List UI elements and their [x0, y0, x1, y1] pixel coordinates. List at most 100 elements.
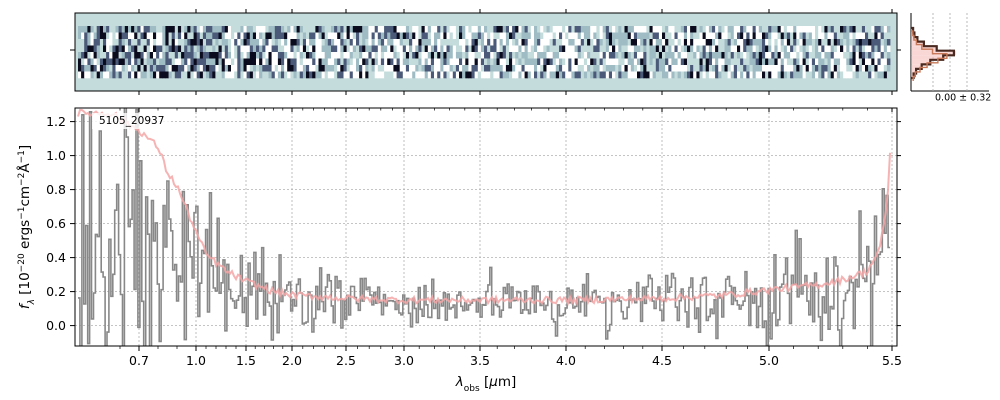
heatmap-cell [356, 39, 360, 46]
heatmap-cell [758, 71, 763, 79]
heatmap-cell [883, 65, 888, 72]
heatmap-cell [868, 71, 872, 79]
heatmap-cell [815, 58, 819, 66]
heatmap-cell [737, 65, 741, 72]
heatmap-cell [615, 52, 619, 59]
heatmap-cell [430, 65, 435, 72]
y-tick-label: 0.0 [46, 318, 66, 333]
heatmap-cell [883, 58, 888, 66]
heatmap-cell [602, 58, 607, 66]
heatmap-cell [858, 26, 863, 33]
heatmap-cell [209, 32, 213, 40]
heatmap-cell [786, 65, 791, 72]
heatmap-cell [377, 32, 382, 40]
heatmap-cell [306, 58, 310, 66]
heatmap-cell [774, 65, 778, 72]
heatmap-cell [771, 45, 775, 53]
heatmap-cell [883, 32, 888, 40]
heatmap-cell [755, 39, 760, 46]
heatmap-cell [637, 65, 641, 72]
heatmap-cell [861, 26, 866, 33]
plot-frame [74, 107, 898, 347]
heatmap-cell [271, 26, 276, 33]
heatmap-cell [99, 39, 104, 46]
heatmap-cell [693, 65, 697, 72]
heatmap-cell [643, 26, 647, 33]
heatmap-cell [249, 32, 254, 40]
heatmap-cell [493, 45, 497, 53]
heatmap-cell [377, 26, 382, 33]
heatmap-cell [546, 71, 550, 79]
heatmap-cell [484, 65, 488, 72]
x-tick-label: 1.0 [186, 353, 206, 368]
heatmap-cell [855, 45, 860, 53]
heatmap-cell [671, 26, 675, 33]
heatmap-cell [396, 32, 401, 40]
heatmap-cell [343, 39, 347, 46]
heatmap-cell [340, 65, 344, 72]
heatmap-cell [833, 65, 838, 72]
heatmap-cell [768, 65, 772, 72]
heatmap-cell [565, 45, 569, 53]
heatmap-cell [596, 65, 600, 72]
heatmap-cell [512, 45, 516, 53]
heatmap-cell [677, 45, 682, 53]
heatmap-cell [405, 65, 410, 72]
heatmap-cell [543, 39, 547, 46]
heatmap-cell [818, 39, 822, 46]
heatmap-cell [593, 58, 597, 66]
heatmap-cell [580, 58, 585, 66]
heatmap-cell [243, 32, 247, 40]
heatmap-cell [496, 52, 500, 59]
heatmap-cell [221, 65, 226, 72]
heatmap-cell [690, 71, 694, 79]
heatmap-cell [799, 52, 803, 59]
heatmap-cell [202, 39, 207, 46]
heatmap-cell [284, 58, 288, 66]
heatmap-cell [321, 52, 326, 59]
heatmap-cell [680, 39, 685, 46]
heatmap-cell [674, 45, 678, 53]
heatmap-cell [93, 52, 98, 59]
heatmap-cell [296, 71, 301, 79]
heatmap-cell [455, 32, 460, 40]
heatmap-cell [424, 32, 429, 40]
heatmap-cell [858, 52, 863, 59]
heatmap-cell [668, 39, 672, 46]
heatmap-cell [380, 52, 385, 59]
heatmap-cell [524, 65, 529, 72]
heatmap-cell [849, 39, 853, 46]
heatmap-cell [749, 58, 753, 66]
heatmap-cell [393, 71, 397, 79]
heatmap-cell [424, 65, 429, 72]
heatmap-cell [259, 52, 263, 59]
heatmap-cell [846, 32, 850, 40]
heatmap-cell [515, 71, 519, 79]
heatmap-cell [124, 52, 129, 59]
heatmap-cell [552, 32, 557, 40]
heatmap-cell [721, 65, 725, 72]
heatmap-cell [768, 26, 772, 33]
heatmap-cell [171, 65, 176, 72]
heatmap-cell [430, 71, 435, 79]
heatmap-cell [153, 39, 157, 46]
heatmap-cell [705, 65, 710, 72]
heatmap-cell [121, 52, 126, 59]
heatmap-cell [534, 71, 538, 79]
heatmap-cell [883, 45, 888, 53]
heatmap-cell [702, 52, 707, 59]
heatmap-cell [184, 71, 188, 79]
heatmap-cell [583, 58, 588, 66]
heatmap-cell [87, 32, 91, 40]
heatmap-cell [693, 52, 697, 59]
heatmap-cell [434, 71, 438, 79]
heatmap-cell [268, 58, 272, 66]
heatmap-cell [352, 39, 357, 46]
heatmap-cell [624, 32, 628, 40]
heatmap-cell [683, 39, 688, 46]
heatmap-cell [765, 39, 769, 46]
heatmap-cell [327, 58, 332, 66]
heatmap-cell [455, 71, 460, 79]
heatmap-cell [774, 71, 778, 79]
heatmap-cell [409, 26, 413, 33]
